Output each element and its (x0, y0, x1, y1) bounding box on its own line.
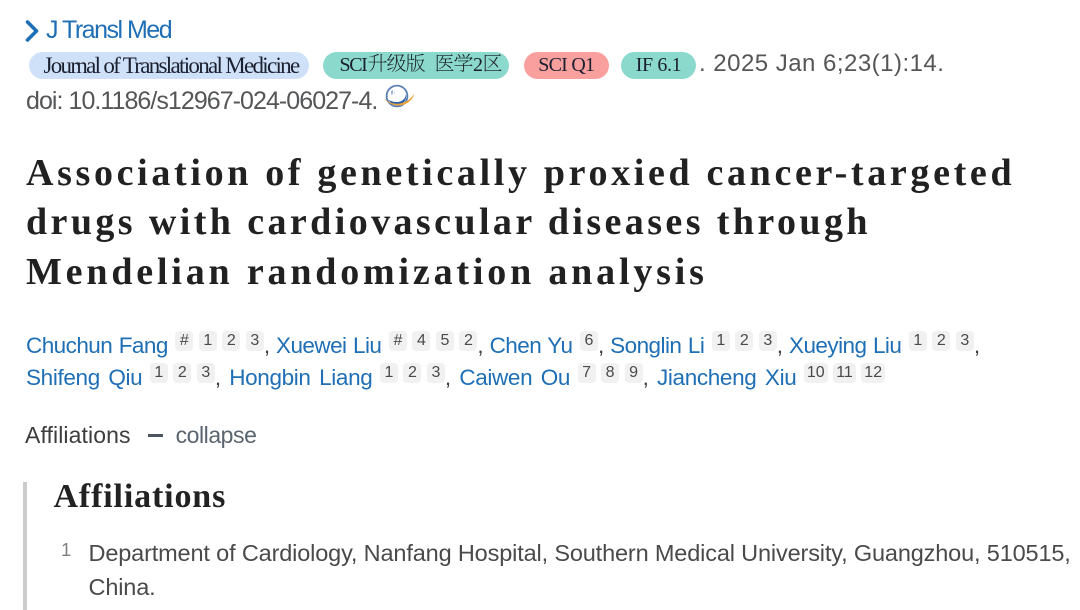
svg-text:ıl·: ıl· (391, 91, 396, 97)
